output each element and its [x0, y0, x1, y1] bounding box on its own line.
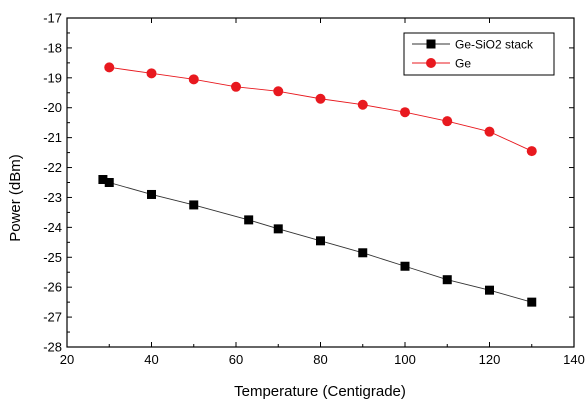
y-tick-label: -22 — [43, 160, 62, 175]
legend: Ge-SiO2 stack Ge — [403, 32, 555, 76]
data-point-square — [442, 275, 452, 285]
data-point-circle — [104, 62, 115, 73]
y-tick-label: -20 — [43, 100, 62, 115]
x-tick-label: 40 — [144, 352, 158, 367]
y-tick-label: -23 — [43, 190, 62, 205]
data-point-circle — [442, 116, 453, 127]
data-point-circle — [315, 93, 326, 104]
y-tick-label: -27 — [43, 310, 62, 325]
legend-marker-square — [426, 39, 436, 49]
data-point-circle — [231, 81, 241, 92]
y-tick-label: -28 — [43, 340, 62, 355]
data-point-circle — [357, 99, 368, 110]
y-tick-label: -19 — [43, 70, 62, 85]
series-2 — [104, 62, 537, 157]
legend-label: Ge-SiO2 stack — [455, 38, 534, 52]
x-tick-label: 20 — [60, 352, 74, 367]
data-point-circle — [484, 126, 495, 137]
x-tick-label: 120 — [479, 352, 501, 367]
data-point-square — [104, 178, 114, 187]
series-layer — [98, 62, 537, 307]
y-tick-label: -24 — [43, 220, 62, 235]
y-tick-label: -21 — [43, 130, 62, 145]
data-point-square — [316, 236, 325, 246]
data-point-square — [147, 189, 156, 199]
y-axis-title: Power (dBm) — [7, 154, 24, 242]
x-tick-label: 60 — [229, 352, 243, 367]
legend-label: Ge — [455, 57, 471, 71]
data-point-square — [358, 248, 368, 258]
y-tick-label: -18 — [43, 40, 62, 55]
y-tick-label: -17 — [43, 11, 62, 26]
y-tick-label: -26 — [43, 280, 62, 295]
series-line — [102, 179, 532, 303]
y-axis-ticks: -17 -18 -19 -20 -21 -22 -23 -24 -25 -26 -27 -28 — [43, 11, 574, 355]
data-point-circle — [400, 107, 410, 118]
data-point-circle — [526, 146, 537, 157]
data-point-square — [400, 261, 410, 271]
y-tick-label: -25 — [43, 250, 62, 265]
x-axis-title: Temperature (Centigrade) — [234, 383, 406, 399]
data-point-square — [98, 175, 108, 185]
data-point-circle — [273, 86, 284, 97]
data-point-square — [485, 285, 494, 295]
data-point-square — [244, 215, 254, 225]
data-point-circle — [146, 68, 157, 79]
data-point-square — [527, 297, 537, 307]
series-line — [109, 66, 532, 152]
legend-marker-circle — [426, 58, 436, 68]
series-1 — [98, 175, 537, 307]
x-tick-label: 80 — [313, 352, 327, 367]
x-tick-label: 100 — [394, 352, 416, 367]
x-axis-ticks: 20 40 60 80 100 120 140 — [60, 18, 585, 367]
data-point-square — [273, 224, 283, 234]
x-tick-label: 140 — [563, 352, 585, 367]
data-point-square — [189, 200, 199, 210]
data-point-circle — [188, 74, 199, 85]
